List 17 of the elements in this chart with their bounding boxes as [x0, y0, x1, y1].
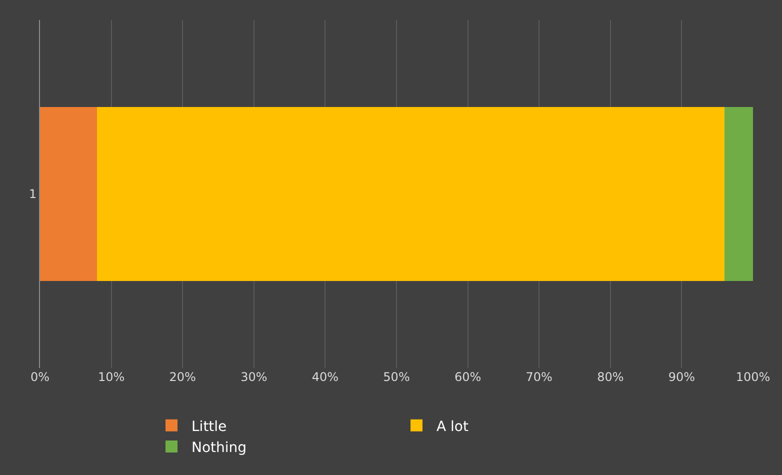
x-tick-label: 30% [240, 370, 268, 384]
x-tick-label: 0% [30, 370, 50, 384]
legend-label: A lot [436, 418, 469, 435]
y-tick-label: 1 [28, 187, 37, 202]
x-tick-label: 10% [98, 370, 125, 384]
bar [724, 107, 753, 281]
x-tick-label: 100% [736, 370, 770, 384]
x-tick-label: 90% [668, 370, 696, 384]
bar [40, 107, 98, 281]
legend-label: Little [192, 418, 227, 435]
x-tick-label: 70% [526, 370, 552, 384]
x-tick-label: 80% [597, 370, 624, 384]
x-tick-label: 20% [169, 370, 196, 384]
legend-label: Nothing [192, 440, 247, 456]
x-tick-label: 60% [454, 370, 482, 384]
x-tick-label: 40% [312, 370, 339, 384]
x-tick-label: 50% [383, 370, 410, 384]
